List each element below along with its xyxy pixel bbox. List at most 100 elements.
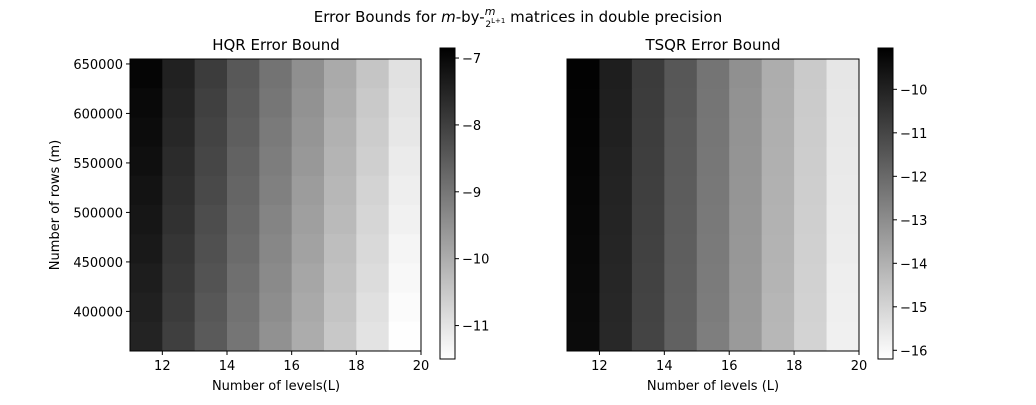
hqr-heatmap-cell [324, 263, 357, 293]
tsqr-heatmap-cell [794, 146, 827, 177]
hqr-heatmap-cell [130, 88, 163, 118]
hqr-heatmap-cell [388, 205, 422, 235]
tsqr-heatmap-cell [761, 88, 795, 118]
tsqr-heatmap-cell [826, 146, 860, 177]
tsqr-heatmap-cell [826, 234, 860, 264]
hqr-heatmap-cell [162, 88, 196, 118]
tsqr-heatmap-cell [567, 292, 600, 323]
hqr-heatmap-cell [130, 321, 163, 352]
hqr-heatmap-cell [227, 321, 260, 352]
hqr-heatmap-cell [291, 263, 325, 293]
hqr-heatmap-cell [162, 117, 196, 147]
hqr-heatmap-cell [388, 88, 422, 118]
hqr-x-tick-label: 12 [154, 359, 171, 374]
hqr-heatmap-cell [291, 292, 325, 323]
hqr-colorbar-tick-label: −8 [462, 119, 481, 134]
hqr-colorbar-tick-label: −9 [462, 186, 481, 201]
hqr-x-ticks: 12 14 16 18 20 [154, 351, 429, 374]
tsqr-colorbar-tick-label: −15 [900, 301, 927, 316]
hqr-x-tick-label: 18 [348, 359, 365, 374]
hqr-x-axis-label: Number of levels(L) [212, 379, 340, 394]
hqr-heatmap-cell [356, 117, 390, 147]
hqr-heatmap-cell [130, 205, 163, 235]
hqr-heatmap-cell [291, 146, 325, 177]
tsqr-x-axis-label: Number of levels (L) [647, 379, 779, 394]
hqr-heatmap-cell [259, 234, 293, 264]
tsqr-heatmap-cell [599, 234, 633, 264]
tsqr-heatmap-cell [599, 263, 633, 293]
tsqr-heatmap-cell [664, 146, 698, 177]
hqr-heatmap-cell [388, 117, 422, 147]
tsqr-heatmap-cell [599, 205, 633, 235]
tsqr-heatmap-cell [761, 175, 795, 206]
tsqr-heatmap-cell [664, 59, 698, 89]
hqr-heatmap-cell [324, 59, 357, 89]
hqr-heatmap-cell [291, 234, 325, 264]
tsqr-heatmap-cell [631, 205, 665, 235]
tsqr-heatmap-cell [729, 292, 763, 323]
tsqr-heatmap-cell [599, 321, 633, 352]
tsqr-heatmap-cell [794, 234, 827, 264]
tsqr-heatmap-cell [826, 117, 860, 147]
hqr-heatmap-cell [324, 88, 357, 118]
hqr-y-tick-label: 450000 [73, 256, 123, 271]
hqr-heatmap-cell [388, 146, 422, 177]
tsqr-heatmap-cell [826, 88, 860, 118]
hqr-y-tick-label: 650000 [73, 58, 123, 73]
tsqr-heatmap-cell [631, 146, 665, 177]
tsqr-heatmap-cell [761, 146, 795, 177]
hqr-heatmap-cell [356, 175, 390, 206]
tsqr-x-ticks: 12 14 16 18 20 [591, 351, 867, 374]
tsqr-heatmap-cell [696, 234, 730, 264]
hqr-heatmap-cell [227, 292, 260, 323]
hqr-colorbar-gradient [439, 47, 456, 360]
hqr-heatmap-cell [227, 234, 260, 264]
tsqr-heatmap-cell [696, 321, 730, 352]
hqr-y-tick-label: 550000 [73, 157, 123, 172]
hqr-heatmap-cell [291, 117, 325, 147]
hqr-heatmap-cell [227, 146, 260, 177]
tsqr-heatmap-cell [729, 263, 763, 293]
hqr-heatmap-cell [324, 117, 357, 147]
hqr-heatmap-cell [130, 59, 163, 89]
tsqr-heatmap-cell [761, 321, 795, 352]
tsqr-heatmap-cell [664, 292, 698, 323]
tsqr-heatmap-cell [794, 88, 827, 118]
hqr-y-tick-label: 500000 [73, 206, 123, 221]
tsqr-heatmap-cell [794, 263, 827, 293]
hqr-colorbar-tick-label: −11 [462, 320, 489, 335]
hqr-heatmap-cell [130, 263, 163, 293]
hqr-heatmap-cell [194, 88, 228, 118]
tsqr-heatmap-cell [761, 234, 795, 264]
tsqr-heatmap-cell [567, 205, 600, 235]
tsqr-heatmap-cell [664, 234, 698, 264]
hqr-y-tick-label: 600000 [73, 107, 123, 122]
hqr-colorbar-tick-label: −10 [462, 253, 489, 268]
tsqr-heatmap-cell [631, 117, 665, 147]
hqr-x-tick-label: 14 [219, 359, 236, 374]
tsqr-heatmap-cell [696, 292, 730, 323]
hqr-heatmap-cell [162, 234, 196, 264]
tsqr-colorbar-tick-label: −14 [900, 257, 927, 272]
hqr-heatmap-cell [291, 205, 325, 235]
tsqr-heatmap-cell [696, 59, 730, 89]
tsqr-heatmap-cell [631, 175, 665, 206]
hqr-x-tick-label: 16 [283, 359, 300, 374]
hqr-heatmap-cell [356, 205, 390, 235]
hqr-plot-frame [129, 58, 422, 352]
tsqr-heatmap-cell [826, 263, 860, 293]
tsqr-heatmap-cell [567, 321, 600, 352]
tsqr-heatmap-cell [631, 234, 665, 264]
tsqr-heatmap-cell [567, 88, 600, 118]
tsqr-heatmap-cell [794, 321, 827, 352]
tsqr-heatmap-cell [631, 263, 665, 293]
hqr-y-axis-label: Number of rows (m) [48, 140, 63, 270]
hqr-heatmap-cell [259, 88, 293, 118]
tsqr-x-tick-label: 14 [656, 359, 673, 374]
hqr-heatmap-cell [291, 59, 325, 89]
hqr-heatmap-cell [194, 59, 228, 89]
hqr-heatmap-cell [324, 321, 357, 352]
hqr-heatmap-cell [259, 205, 293, 235]
tsqr-heatmap-cell [826, 205, 860, 235]
hqr-heatmap-cell [162, 175, 196, 206]
